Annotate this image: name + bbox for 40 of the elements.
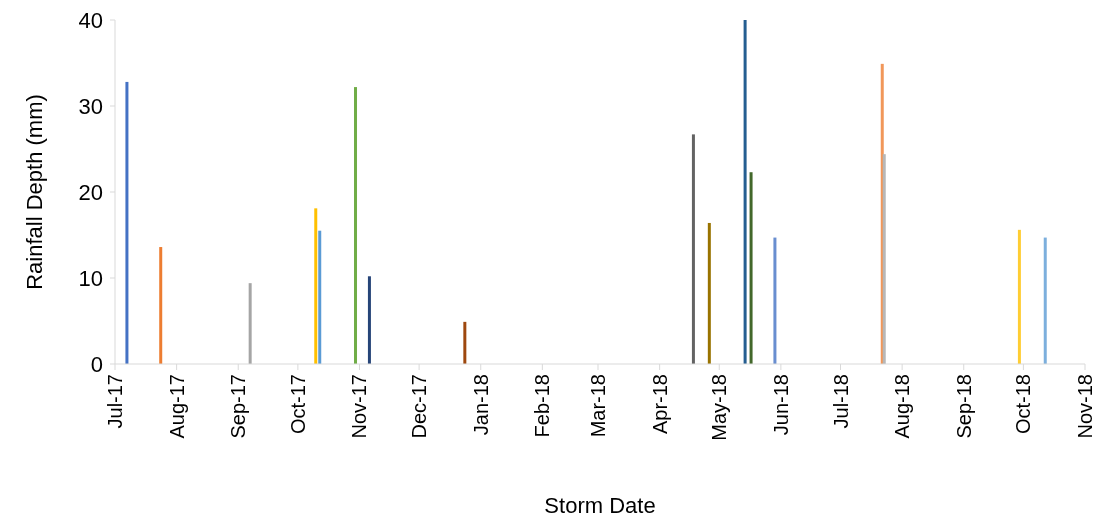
y-tick-label: 40 <box>78 7 103 33</box>
x-tick-label: Aug-17 <box>165 374 188 439</box>
bar <box>749 172 753 364</box>
bar <box>367 276 371 364</box>
x-tick-label: Nov-17 <box>348 374 371 439</box>
y-axis-title: Rainfall Depth (mm) <box>21 94 47 290</box>
bar <box>743 20 747 364</box>
y-tick-label: 10 <box>78 265 103 291</box>
x-tick-label: Sep-18 <box>952 374 975 439</box>
x-tick-label: Jul-18 <box>829 374 852 429</box>
bar <box>159 247 163 364</box>
bar <box>1043 237 1047 364</box>
bar <box>248 283 252 364</box>
x-axis-title: Storm Date <box>544 493 656 518</box>
x-tick-label: Feb-18 <box>531 374 554 438</box>
x-tick-label: Jan-18 <box>469 374 492 436</box>
bar <box>1017 229 1021 364</box>
x-tick-label: Oct-17 <box>286 374 309 435</box>
x-tick-label: Oct-18 <box>1012 374 1035 435</box>
x-tick-label: Dec-17 <box>408 374 431 439</box>
x-tick-label: May-18 <box>708 374 731 441</box>
bar <box>314 208 318 364</box>
bar <box>354 87 358 364</box>
x-tick-label: Nov-18 <box>1074 374 1096 439</box>
x-tick-label: Jul-17 <box>104 374 126 429</box>
bar <box>707 222 711 364</box>
bar <box>125 81 129 364</box>
x-tick-label: Mar-18 <box>587 374 610 438</box>
y-tick-label: 20 <box>78 179 103 205</box>
x-tick-label: Aug-18 <box>891 374 914 439</box>
bar <box>773 237 777 364</box>
bar <box>318 230 322 364</box>
bar <box>882 154 886 364</box>
bar <box>463 321 467 364</box>
x-tick-label: Jun-18 <box>769 374 792 436</box>
bar <box>691 134 695 364</box>
y-tick-label: 30 <box>78 93 103 119</box>
x-tick-label: Sep-17 <box>227 374 250 439</box>
y-tick-label: 0 <box>90 351 103 377</box>
x-tick-label: Apr-18 <box>648 374 671 435</box>
